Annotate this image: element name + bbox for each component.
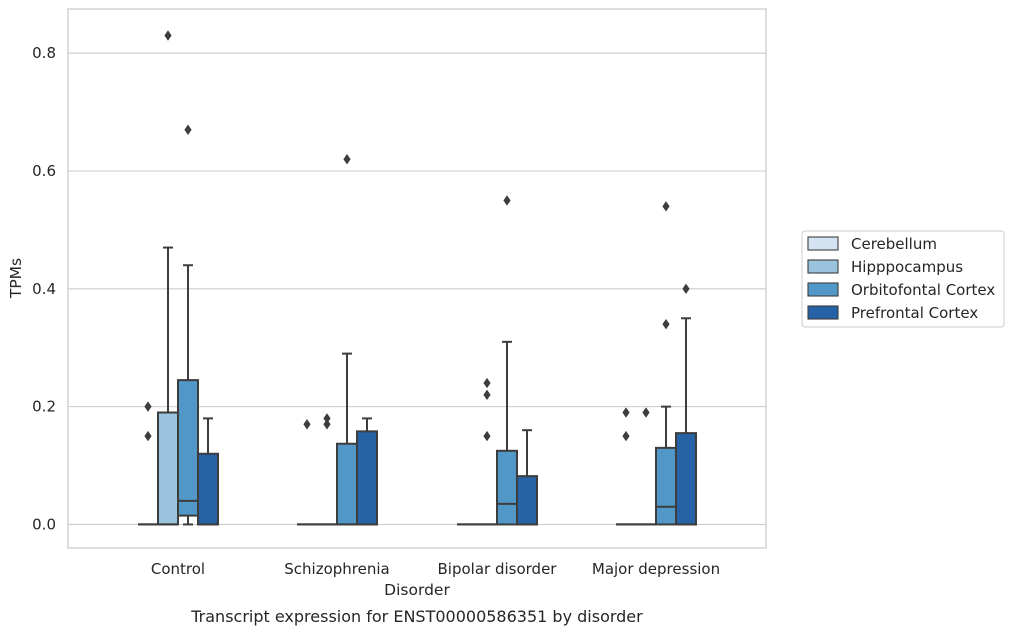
legend-label: Hipppocampus [851, 258, 963, 276]
box-group [457, 195, 538, 526]
x-tick-labels: Control Schizophrenia Bipolar disorder Majo… [151, 560, 720, 578]
legend-item: Hipppocampus [807, 258, 963, 276]
outlier-point [303, 419, 311, 430]
box [336, 442, 358, 526]
outlier-point [144, 430, 152, 442]
box [496, 449, 518, 526]
legend-item: Cerebellum [807, 235, 937, 253]
y-tick-labels: 0.0 0.2 0.4 0.6 0.8 [32, 44, 56, 533]
outlier-point [503, 195, 511, 206]
outlier-point [164, 30, 172, 41]
legend-label: Prefrontal Cortex [851, 304, 978, 322]
outlier-point [682, 283, 690, 295]
y-tick-label: 0.8 [32, 44, 56, 62]
x-tick-label: Bipolar disorder [438, 560, 558, 578]
x-tick-label: Schizophrenia [284, 560, 389, 578]
outlier-point [144, 401, 152, 412]
outlier-point [662, 201, 670, 212]
legend-items: Cerebellum Hipppocampus Orbitofontal Corte… [807, 235, 995, 322]
x-tick-label: Major depression [592, 560, 720, 578]
y-axis-label: TPMs [7, 258, 25, 299]
box [157, 411, 179, 526]
box [177, 379, 199, 517]
y-tick-label: 0.0 [32, 515, 56, 533]
box [356, 430, 378, 526]
legend-frame [801, 230, 1005, 328]
box-groups [138, 30, 697, 526]
chart-caption: Transcript expression for ENST0000058635… [190, 607, 643, 626]
legend-label: Cerebellum [851, 235, 937, 253]
box [655, 446, 677, 526]
legend-item: Orbitofontal Cortex [807, 281, 995, 299]
x-tick-label: Control [151, 560, 205, 578]
y-tick-label: 0.6 [32, 162, 56, 180]
legend-swatch [807, 236, 839, 251]
y-tick-label: 0.2 [32, 398, 56, 416]
outlier-point [184, 124, 192, 135]
box-group [297, 154, 378, 526]
box [197, 452, 219, 526]
box-group [138, 30, 219, 526]
outlier-point [662, 318, 670, 330]
legend: Cerebellum Hipppocampus Orbitofontal Corte… [801, 230, 1005, 328]
outlier-point [483, 389, 491, 401]
box [516, 475, 538, 526]
legend-swatch [807, 282, 839, 297]
outlier-point [323, 419, 331, 430]
outlier-point [642, 407, 650, 418]
legend-item: Prefrontal Cortex [807, 304, 978, 322]
legend-swatch [807, 259, 839, 274]
outlier-point [483, 430, 491, 442]
plot-frame [67, 8, 767, 549]
box [675, 432, 697, 526]
outlier-point [323, 413, 331, 424]
legend-swatch [807, 305, 839, 320]
legend-label: Orbitofontal Cortex [851, 281, 995, 299]
outlier-point [343, 154, 351, 165]
outlier-point [622, 407, 630, 418]
y-tick-label: 0.4 [32, 280, 56, 298]
outlier-point [483, 377, 491, 389]
outlier-point [622, 430, 630, 442]
box-group [616, 201, 697, 526]
x-axis-label: Disorder [384, 581, 450, 599]
